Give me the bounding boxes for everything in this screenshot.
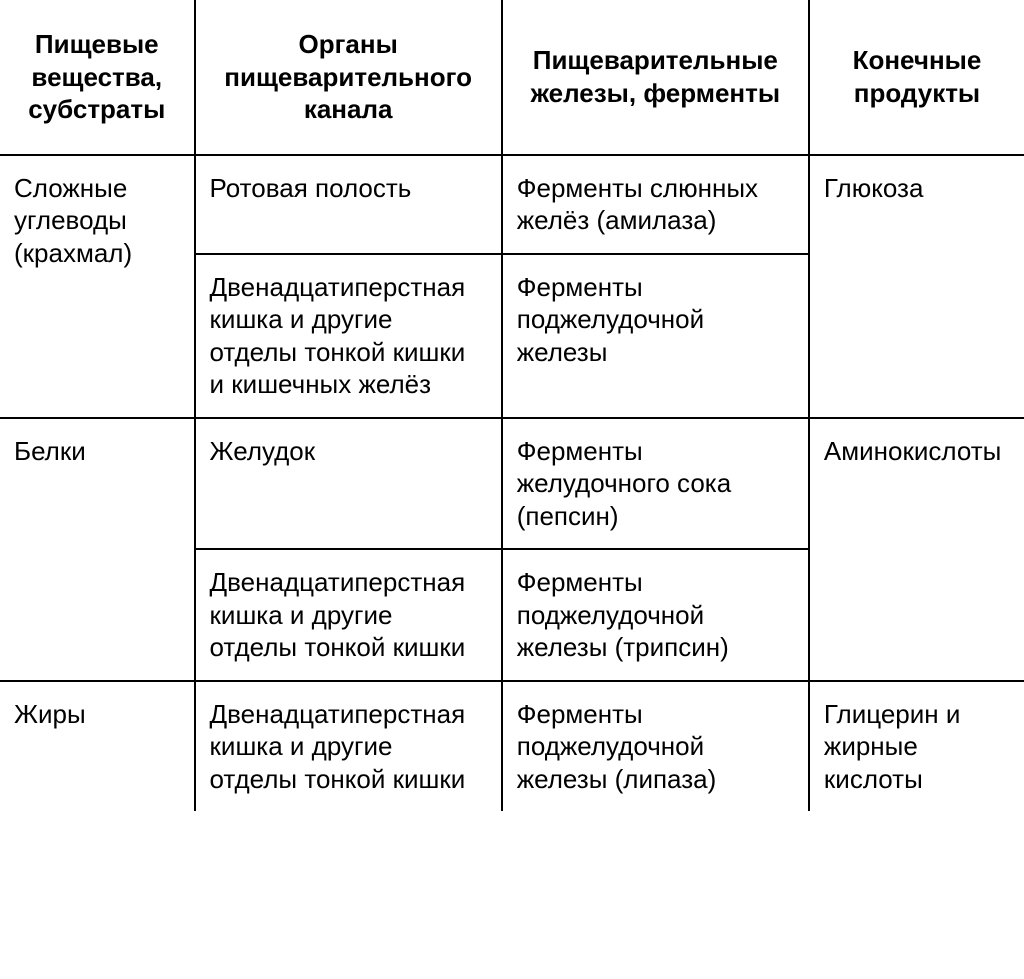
cell-enzyme: Ферменты желудочного сока (пепсин)	[502, 418, 809, 550]
table-row: Сложные углеводы (крахмал) Ротовая полос…	[0, 155, 1024, 254]
cell-substrate: Белки	[0, 418, 195, 681]
cell-product: Амино­кислоты	[809, 418, 1024, 681]
cell-organ: Желудок	[195, 418, 502, 550]
table-row: Белки Желудок Ферменты желудочного сока …	[0, 418, 1024, 550]
cell-substrate: Жиры	[0, 681, 195, 812]
cell-product: Глюкоза	[809, 155, 1024, 418]
cell-product: Глицерин и жирные кислоты	[809, 681, 1024, 812]
table-row: Жиры Двенадцатиперст­ная кишка и другие …	[0, 681, 1024, 812]
col-header-glands: Пищеваритель­ные железы, ферменты	[502, 0, 809, 155]
col-header-substrates: Пищевые вещества, субстраты	[0, 0, 195, 155]
col-header-organs: Органы пищеварительного канала	[195, 0, 502, 155]
cell-enzyme: Ферменты поджелудочной железы	[502, 254, 809, 418]
cell-organ: Двенадцатиперст­ная кишка и другие отдел…	[195, 254, 502, 418]
digestion-table: Пищевые вещества, субстраты Органы пищев…	[0, 0, 1024, 811]
table-header-row: Пищевые вещества, субстраты Органы пищев…	[0, 0, 1024, 155]
cell-substrate: Сложные углеводы (крахмал)	[0, 155, 195, 418]
cell-enzyme: Ферменты слюнных желёз (амилаза)	[502, 155, 809, 254]
col-header-products: Конечные продукты	[809, 0, 1024, 155]
cell-organ: Двенадцатиперст­ная кишка и другие отдел…	[195, 681, 502, 812]
cell-enzyme: Ферменты поджелудочной железы (липаза)	[502, 681, 809, 812]
cell-organ: Ротовая полость	[195, 155, 502, 254]
cell-enzyme: Ферменты поджелудочной железы (трипсин)	[502, 549, 809, 681]
cell-organ: Двенадцатиперст­ная кишка и другие отдел…	[195, 549, 502, 681]
